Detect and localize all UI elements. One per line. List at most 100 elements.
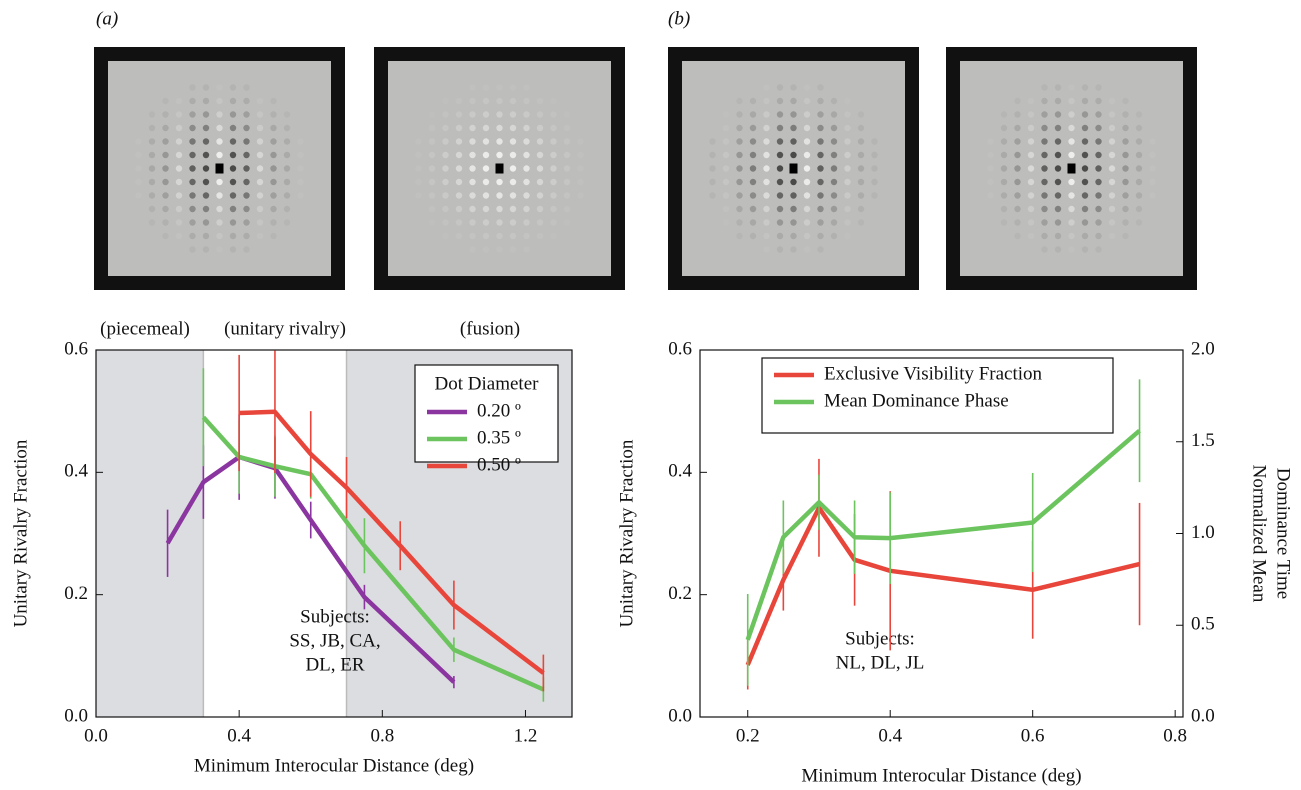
stimulus-dot [830,111,838,118]
stimulus-dot [175,205,183,213]
stimulus-dot [216,138,223,145]
stimulus-dot [229,246,237,253]
stimulus-dot [1041,138,1048,145]
stimulus-dot [1122,232,1129,240]
stimulus-dot [442,219,449,226]
stimulus-dot [509,138,517,145]
y2-tick-label: 0.0 [1191,705,1215,726]
stimulus-dot [482,84,490,91]
stimulus-dot [523,232,530,240]
stimulus-dot [776,138,784,145]
stimulus-dot [1000,192,1008,199]
stimulus-dot [763,84,770,91]
stimulus-dot [830,138,838,145]
stimulus-dot [1014,151,1021,159]
stimulus-dot [763,151,770,159]
stimulus-dot [455,232,463,240]
stimulus-dot [469,111,476,118]
stimulus-dot [709,165,716,172]
stimulus-dot [776,219,784,226]
stimulus-dot [1095,97,1102,105]
stimulus-dot [1014,111,1021,118]
stimulus-dot [202,84,210,91]
stimulus-dot [776,111,784,118]
stimulus-dot [749,97,757,105]
stimulus-dot [162,111,169,118]
stimulus-dot [482,97,490,105]
stimulus-dot [749,124,757,132]
x-tick-label: 0.6 [1021,725,1045,746]
stimulus-dot [243,97,250,105]
stimulus-dot [844,219,851,226]
stimulus-dot [790,232,797,240]
stimulus-dot [1135,219,1143,226]
stimulus-dot [283,178,291,186]
x-tick-label: 1.2 [514,725,538,746]
stimulus-dot [577,138,584,145]
stimulus-dot [283,151,291,159]
stimulus-dot [763,219,770,226]
stimulus-dot [1054,219,1062,226]
stimulus-dot [189,111,196,118]
stimulus-dot [270,232,277,240]
stimulus-dot [189,246,196,253]
stimulus-dot [469,151,476,159]
stimulus-dot [270,151,277,159]
stimulus-dot [709,178,716,186]
stimulus-dot [148,219,156,226]
stimulus-dot [175,97,183,105]
stimulus-dot [1095,138,1102,145]
stimulus-dot [202,246,210,253]
stimulus-dot [469,124,476,132]
stimulus-dot [229,84,237,91]
stimulus-dot [1014,97,1021,105]
stimulus-dot [455,124,463,132]
stimulus-dot [1095,84,1102,91]
stimulus-dot [1014,205,1021,213]
stimulus-dot [790,138,797,145]
stimulus-dot [229,192,237,199]
stimulus-dot [1108,205,1116,213]
stimulus-dot [256,165,264,172]
stimulus-dot [817,232,824,240]
stimulus-dot [830,205,838,213]
stimulus-dot [776,84,784,91]
stimulus-dot [803,232,811,240]
y-tick-label: 0.6 [64,338,88,359]
stimulus-dot [817,178,824,186]
stimulus-dot [763,97,770,105]
stimulus-dot [455,165,463,172]
stimulus-dot [482,246,490,253]
stimulus-dot [469,205,476,213]
annotation: Subjects: [300,606,370,627]
stimulus-dot [509,151,517,159]
stimulus-dot [189,232,196,240]
stimulus-dot [256,124,264,132]
stimulus-dot [776,246,784,253]
y-tick-label: 0.0 [668,705,692,726]
stimulus-dot [857,165,865,172]
stimulus-dot [256,151,264,159]
stimulus-dot [1054,205,1062,213]
stimulus-dot [162,151,169,159]
stimulus-dot [550,151,557,159]
series-line [239,409,545,675]
stimulus-dot [482,165,490,172]
stimulus-dot [722,151,730,159]
stimulus-dot [482,219,490,226]
stimulus-dot [189,151,196,159]
stimulus-dot [1041,205,1048,213]
stimulus-dot [482,124,490,132]
stimulus-dot [162,205,169,213]
stimulus-dot [1014,192,1021,199]
stimulus-dot [563,192,571,199]
stimulus-dot [509,124,517,132]
stimulus-dot [482,111,490,118]
stimulus-dot [189,165,196,172]
stimulus-dot [736,219,743,226]
stimulus-dot [1054,232,1062,240]
stimulus-dot [1041,178,1048,186]
stimulus-dot [776,124,784,132]
stimulus-dot [577,192,584,199]
